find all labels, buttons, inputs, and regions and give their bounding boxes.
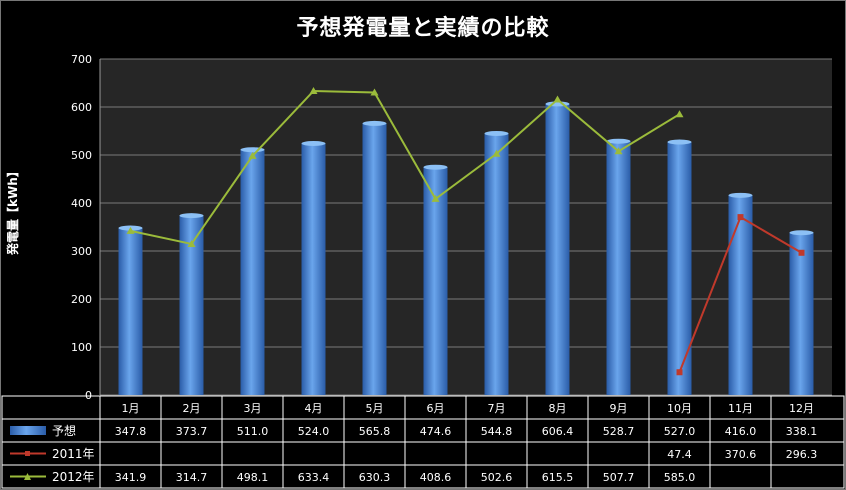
x-tick-label: 6月 bbox=[427, 402, 445, 415]
series-marker bbox=[309, 86, 318, 94]
bar-cap bbox=[484, 130, 509, 136]
x-tick-label: 1月 bbox=[122, 402, 140, 415]
data-table-value: 341.9 bbox=[115, 471, 147, 484]
bar-cap bbox=[179, 213, 204, 219]
x-tick-label: 5月 bbox=[366, 402, 384, 415]
y-tick-label: 300 bbox=[71, 245, 92, 258]
data-table-value: 296.3 bbox=[786, 448, 818, 461]
data-table-value: 606.4 bbox=[542, 425, 574, 438]
x-tick-label: 3月 bbox=[244, 402, 262, 415]
bar bbox=[789, 232, 814, 395]
bar bbox=[484, 133, 509, 395]
data-table-value: 314.7 bbox=[176, 471, 208, 484]
bar bbox=[606, 141, 631, 395]
y-tick-label: 600 bbox=[71, 101, 92, 114]
bar-cap bbox=[301, 140, 326, 146]
series-marker bbox=[675, 110, 684, 118]
data-table-value: 502.6 bbox=[481, 471, 513, 484]
data-table-value: 585.0 bbox=[664, 471, 696, 484]
series-marker bbox=[737, 214, 744, 221]
x-tick-label: 8月 bbox=[549, 402, 567, 415]
bar bbox=[545, 103, 570, 395]
series-marker bbox=[248, 151, 257, 159]
y-tick-label: 400 bbox=[71, 197, 92, 210]
bar-cap bbox=[667, 139, 692, 145]
bar-cap bbox=[423, 164, 448, 170]
legend-label: 予想 bbox=[52, 423, 76, 438]
data-table-value: 565.8 bbox=[359, 425, 391, 438]
y-tick-label: 100 bbox=[71, 341, 92, 354]
bar bbox=[728, 195, 753, 395]
data-table-value: 633.4 bbox=[298, 471, 330, 484]
bar-cap bbox=[362, 120, 387, 126]
bar bbox=[118, 228, 143, 395]
data-table-value: 615.5 bbox=[542, 471, 574, 484]
data-table-value: 544.8 bbox=[481, 425, 513, 438]
series-marker bbox=[676, 369, 683, 376]
data-table-value: 498.1 bbox=[237, 471, 269, 484]
data-table-value: 527.0 bbox=[664, 425, 696, 438]
series-marker bbox=[431, 194, 440, 202]
bar bbox=[362, 123, 387, 395]
legend-key-marker bbox=[24, 473, 31, 480]
y-tick-label: 200 bbox=[71, 293, 92, 306]
y-tick-label: 700 bbox=[71, 53, 92, 66]
bar-cap bbox=[789, 230, 814, 236]
x-tick-label: 12月 bbox=[789, 402, 814, 415]
x-tick-label: 4月 bbox=[305, 402, 323, 415]
data-table-value: 338.1 bbox=[786, 425, 818, 438]
data-table-value: 524.0 bbox=[298, 425, 330, 438]
series-marker bbox=[370, 88, 379, 96]
plot-area bbox=[100, 59, 832, 395]
legend-key-marker bbox=[25, 451, 30, 456]
legend-label: 2012年 bbox=[52, 470, 95, 484]
bar bbox=[301, 143, 326, 395]
legend-label: 2011年 bbox=[52, 447, 95, 461]
series-marker bbox=[126, 226, 135, 234]
data-table-value: 630.3 bbox=[359, 471, 391, 484]
x-tick-label: 2月 bbox=[183, 402, 201, 415]
bar bbox=[667, 142, 692, 395]
series-marker bbox=[798, 249, 805, 256]
data-table-value: 507.7 bbox=[603, 471, 635, 484]
data-table-value: 511.0 bbox=[237, 425, 269, 438]
legend-key-bar bbox=[10, 426, 46, 435]
data-table-value: 474.6 bbox=[420, 425, 452, 438]
data-table-value: 47.4 bbox=[667, 448, 692, 461]
data-table-value: 408.6 bbox=[420, 471, 452, 484]
series-marker bbox=[614, 147, 623, 155]
x-tick-label: 9月 bbox=[610, 402, 628, 415]
bar bbox=[240, 149, 265, 395]
x-tick-label: 7月 bbox=[488, 402, 506, 415]
bar-cap bbox=[606, 138, 631, 144]
data-table-value: 373.7 bbox=[176, 425, 208, 438]
data-table-value: 347.8 bbox=[115, 425, 147, 438]
series-marker bbox=[187, 239, 196, 247]
bar-cap bbox=[728, 192, 753, 198]
series-marker bbox=[553, 95, 562, 103]
y-tick-label: 500 bbox=[71, 149, 92, 162]
data-table-value: 416.0 bbox=[725, 425, 757, 438]
series-marker bbox=[492, 149, 501, 157]
chart-title: 予想発電量と実績の比較 bbox=[296, 16, 550, 41]
x-tick-label: 11月 bbox=[728, 402, 753, 415]
bar bbox=[423, 167, 448, 395]
series-line-2012年 bbox=[130, 89, 681, 246]
x-tick-label: 10月 bbox=[667, 402, 692, 415]
data-table-value: 528.7 bbox=[603, 425, 635, 438]
data-table-value: 370.6 bbox=[725, 448, 757, 461]
